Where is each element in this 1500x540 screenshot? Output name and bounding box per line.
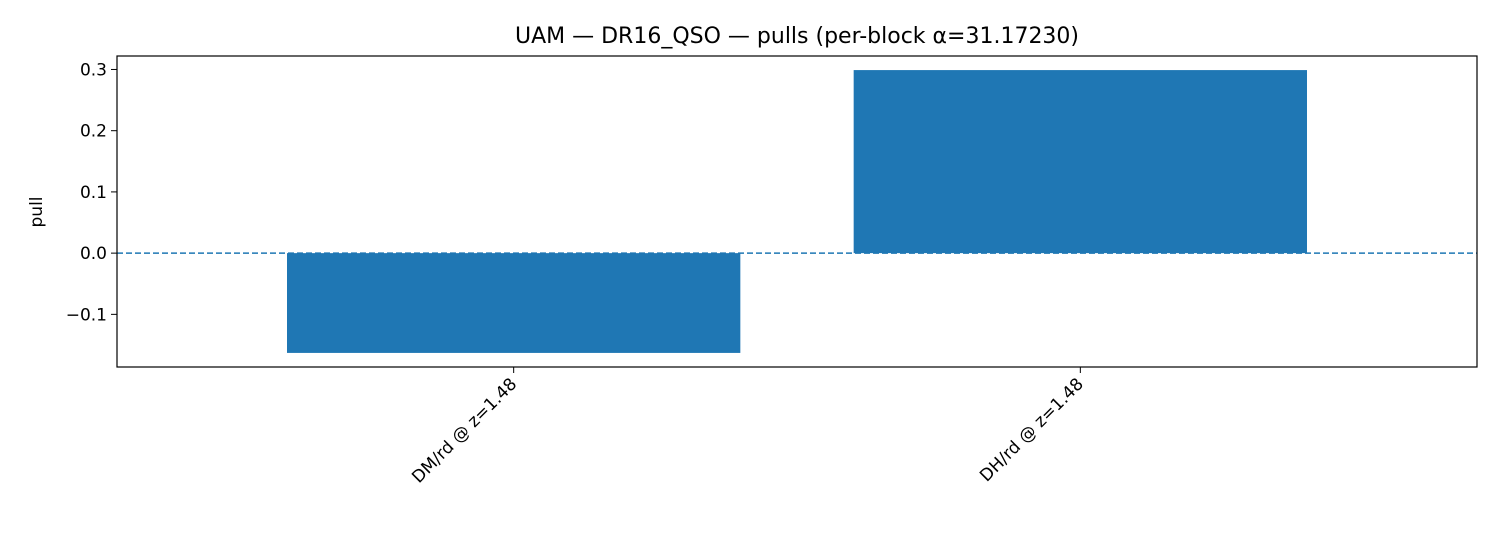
bars-group [287,70,1307,353]
bar [853,70,1307,254]
y-tick-label: −0.1 [66,305,107,325]
plot-area-frame [116,55,1478,368]
y-axis-label: pull [27,196,47,227]
y-axis-ticks: −0.1 0.0 0.1 0.2 0.3 [66,60,117,325]
y-tick-label: 0.0 [80,244,107,264]
y-tick-label: 0.1 [80,183,107,203]
y-tick-label: 0.3 [80,60,107,80]
bar [287,253,741,353]
y-tick-label: 0.2 [80,122,107,142]
chart-title: UAM — DR16_QSO — pulls (per-block α=31.1… [515,24,1079,49]
